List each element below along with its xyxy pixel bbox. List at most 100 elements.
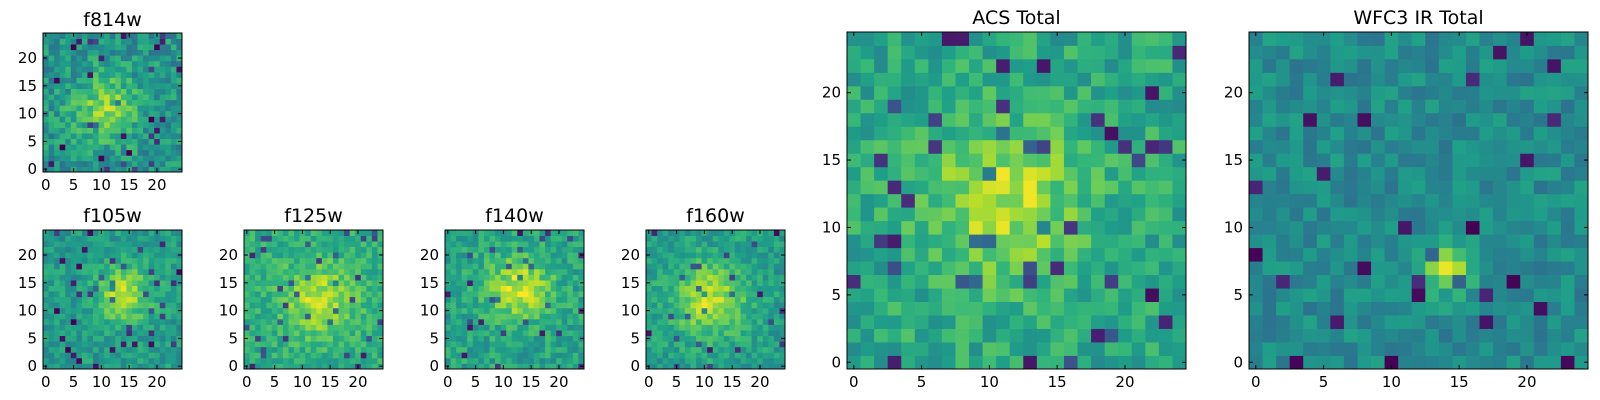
heatmap-cell: [1050, 301, 1065, 316]
heatmap-cell: [1330, 247, 1345, 262]
heatmap-cell: [1118, 166, 1133, 181]
heatmap-cell: [137, 77, 144, 84]
heatmap-cell: [1574, 220, 1589, 235]
heatmap-cell: [757, 241, 764, 248]
heatmap-cell: [1158, 112, 1173, 127]
heatmap-cell: [131, 49, 138, 56]
heatmap-cell: [533, 330, 540, 337]
heatmap-cell: [646, 291, 652, 298]
heatmap-cell: [445, 296, 451, 303]
heatmap-cell: [366, 268, 373, 275]
heatmap-cell: [255, 241, 262, 248]
heatmap-cell: [305, 263, 312, 270]
heatmap-cell: [115, 324, 122, 331]
heatmap-cell: [48, 66, 55, 73]
heatmap-cell: [43, 94, 49, 101]
heatmap-cell: [120, 160, 127, 167]
heatmap-cell: [1316, 139, 1331, 154]
heatmap-cell: [48, 268, 55, 275]
heatmap-cell: [126, 346, 133, 353]
heatmap-cell: [768, 268, 775, 275]
heatmap-cell: [651, 263, 658, 270]
heatmap-cell: [305, 274, 312, 281]
heatmap-cell: [143, 291, 150, 298]
heatmap-cell: [567, 285, 574, 292]
heatmap-cell: [70, 77, 77, 84]
heatmap-cell: [1118, 288, 1133, 302]
heatmap-cell: [1104, 342, 1119, 356]
heatmap-cell: [914, 207, 929, 222]
heatmap-cell: [996, 274, 1011, 289]
heatmap-cell: [1316, 85, 1331, 100]
heatmap-cell: [310, 341, 317, 348]
heatmap-cell: [59, 285, 66, 292]
axes-frame: [1248, 31, 1589, 370]
heatmap-cell: [969, 139, 983, 154]
heatmap-cell: [1289, 45, 1304, 60]
heatmap-cell: [81, 44, 88, 51]
heatmap-cell: [528, 318, 535, 325]
heatmap-cell: [982, 193, 997, 208]
heatmap-cell: [1493, 261, 1508, 276]
heatmap-cell: [355, 285, 362, 292]
heatmap-cell: [143, 155, 150, 162]
heatmap-cell: [355, 268, 362, 275]
heatmap-cell: [489, 291, 496, 298]
heatmap-cell: [176, 324, 183, 331]
heatmap-cell: [729, 291, 736, 298]
heatmap-cell: [467, 246, 474, 253]
heatmap-cell: [170, 363, 177, 370]
heatmap-cell: [170, 252, 177, 259]
heatmap-cell: [1533, 315, 1548, 329]
heatmap-cell: [887, 328, 902, 343]
heatmap-cell: [98, 307, 105, 314]
heatmap-cell: [1036, 328, 1051, 343]
heatmap-cell: [1465, 112, 1480, 127]
heatmap-cell: [860, 315, 875, 329]
heatmap-cell: [860, 288, 875, 302]
heatmap-cell: [131, 71, 138, 78]
heatmap-cell: [456, 274, 463, 281]
heatmap-cell: [528, 268, 535, 275]
heatmap-cell: [701, 263, 708, 270]
heatmap-cell: [1050, 139, 1065, 154]
heatmap-cell: [860, 166, 875, 181]
heatmap-cell: [1036, 99, 1051, 114]
heatmap-cell: [98, 38, 105, 45]
heatmap-cell: [143, 324, 150, 331]
heatmap-cell: [472, 324, 479, 331]
heatmap-cell: [1479, 72, 1494, 87]
heatmap-cell: [1172, 85, 1187, 100]
heatmap-cell: [159, 263, 166, 270]
heatmap-cell: [109, 44, 116, 51]
heatmap-cell: [528, 274, 535, 281]
heatmap-cell: [1520, 247, 1535, 262]
heatmap-cell: [718, 341, 725, 348]
heatmap-cell: [941, 45, 956, 60]
heatmap-cell: [1465, 45, 1480, 60]
heatmap-cell: [305, 302, 312, 309]
heatmap-cell: [54, 324, 61, 331]
heatmap-cell: [847, 112, 861, 127]
heatmap-cell: [982, 32, 997, 46]
heatmap-cell: [707, 252, 714, 259]
heatmap-cell: [762, 252, 769, 259]
heatmap-cell: [154, 99, 161, 106]
heatmap-cell: [1091, 85, 1106, 100]
heatmap-cell: [70, 352, 77, 359]
heatmap-cell: [1145, 45, 1160, 60]
heatmap-cell: [1249, 342, 1263, 356]
heatmap-cell: [901, 274, 916, 289]
heatmap-cell: [59, 77, 66, 84]
heatmap-cell: [668, 363, 675, 370]
heatmap-cell: [690, 285, 697, 292]
heatmap-cell: [81, 110, 88, 117]
heatmap-cell: [445, 346, 451, 353]
heatmap-cell: [740, 313, 747, 320]
heatmap-cell: [690, 246, 697, 253]
heatmap-cell: [1303, 166, 1318, 181]
heatmap-cell: [148, 307, 155, 314]
heatmap-cell: [154, 296, 161, 303]
heatmap-cell: [746, 352, 753, 359]
heatmap-cell: [1023, 274, 1038, 289]
